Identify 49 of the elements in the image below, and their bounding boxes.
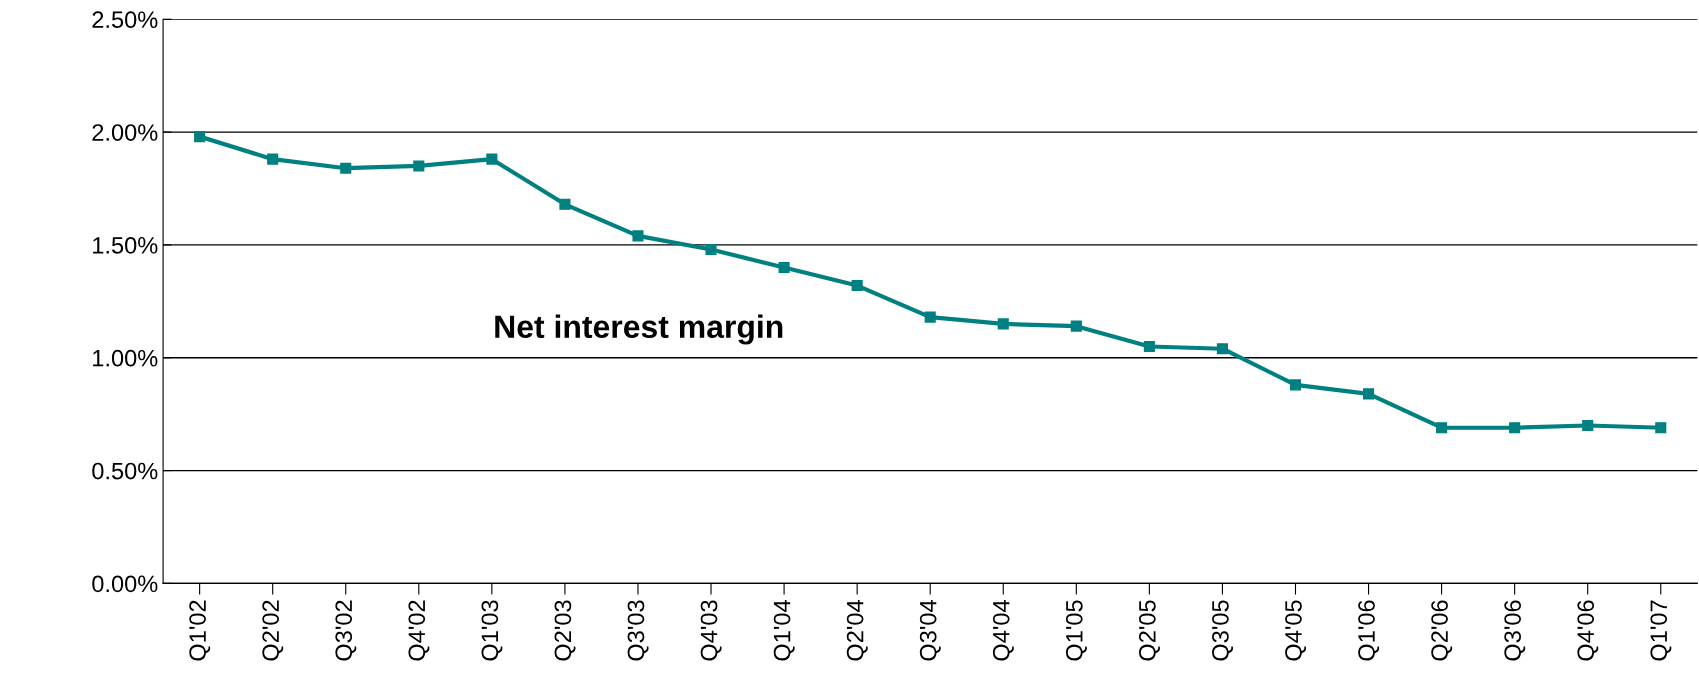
- point: [1509, 422, 1521, 434]
- x-tick-label: Q1'07: [1650, 600, 1672, 661]
- point: [559, 198, 571, 210]
- x-tick-label: Q2'06: [1431, 600, 1453, 661]
- x-tick-label: Q4'06: [1577, 600, 1599, 661]
- point: [1655, 422, 1667, 434]
- y-tick-label: 2.50%: [92, 11, 158, 29]
- point: [486, 153, 498, 165]
- point: [194, 131, 206, 143]
- point: [267, 153, 279, 165]
- point: [778, 261, 790, 274]
- x-tick-label: Q1'02: [189, 600, 211, 661]
- x-tick-label: Q2'02: [262, 600, 284, 661]
- x-tick-label: Q4'05: [1285, 600, 1307, 661]
- series-label: Net interest margin: [495, 314, 783, 345]
- x-tick-label: Q1'03: [481, 600, 503, 661]
- x-tick-label: Q1'05: [1065, 600, 1087, 661]
- point: [1216, 343, 1228, 355]
- x-tick-label: Q4'02: [408, 600, 430, 661]
- point: [997, 318, 1009, 330]
- point: [1362, 388, 1375, 400]
- x-tick-label: Q1'04: [773, 600, 795, 661]
- point: [413, 160, 425, 172]
- point: [705, 243, 717, 255]
- x-tick-label: Q2'03: [554, 600, 576, 661]
- x-tick-label: Q3'03: [627, 600, 649, 661]
- x-tick-label: Q4'04: [992, 600, 1014, 661]
- y-tick-label: 1.00%: [93, 349, 158, 367]
- y-tick-label: 0.00%: [92, 575, 158, 593]
- x-tick-label: Q2'05: [1138, 600, 1160, 661]
- point: [924, 311, 936, 323]
- point: [1289, 379, 1302, 391]
- point: [1436, 422, 1448, 434]
- point: [632, 230, 644, 242]
- x-tick-label: Q3'02: [335, 600, 357, 661]
- y-tick-label: 1.50%: [93, 237, 158, 254]
- y-tick-label: 0.50%: [92, 462, 158, 480]
- point: [1070, 320, 1082, 332]
- x-tick-label: Q2'04: [846, 600, 868, 661]
- y-tick-label: 2.00%: [92, 124, 158, 141]
- point: [340, 162, 352, 174]
- x-tick-label: Q1'06: [1358, 600, 1380, 661]
- x-tick-label: Q3'06: [1504, 600, 1526, 661]
- x-tick-label: Q3'05: [1212, 600, 1233, 661]
- point: [851, 279, 863, 292]
- point: [1143, 340, 1155, 353]
- x-tick-label: Q3'04: [919, 600, 941, 661]
- x-tick-label: Q4'03: [700, 600, 722, 661]
- point: [1582, 419, 1594, 432]
